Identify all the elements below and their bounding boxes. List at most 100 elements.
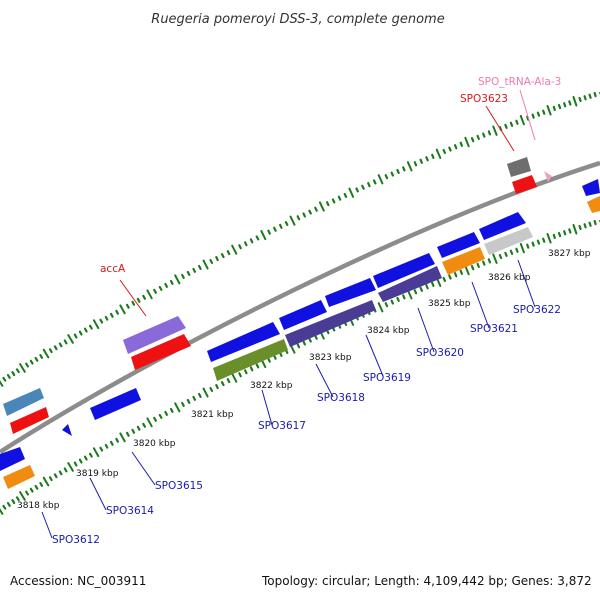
topology-footer: Topology: circular; Length: 4,109,442 bp… (262, 574, 592, 588)
major-tick (0, 508, 4, 515)
gene-label-spo3617[interactable]: SPO3617 (258, 420, 306, 432)
gene-arrow-olive[interactable] (213, 339, 288, 381)
gene-arrow-blue[interactable] (582, 179, 600, 196)
minor-tick (99, 318, 104, 324)
gene-arrow-red[interactable] (10, 407, 49, 434)
gene-label-spo3620[interactable]: SPO3620 (416, 347, 464, 359)
minor-tick (531, 113, 535, 119)
minor-tick (39, 482, 44, 487)
minor-tick (552, 105, 556, 112)
minor-tick (198, 392, 202, 398)
gene-label-acca[interactable]: accA (100, 263, 126, 275)
gene-arrow-blue[interactable] (0, 447, 25, 471)
minor-tick (402, 294, 406, 300)
gene-arrow-blue[interactable] (437, 232, 480, 258)
minor-tick (6, 374, 11, 379)
minor-tick (509, 249, 514, 255)
minor-tick (583, 223, 587, 229)
minor-tick (131, 428, 136, 434)
major-tick (174, 402, 181, 413)
gene-arrow-blue[interactable] (479, 212, 526, 240)
minor-tick (476, 134, 480, 140)
gene-arrow-lightgrey[interactable] (484, 227, 533, 255)
minor-tick (226, 378, 231, 384)
gene-arrow-orange[interactable] (3, 465, 35, 489)
minor-tick (442, 148, 446, 154)
minor-tick (568, 228, 572, 234)
trna-arrow-pink[interactable] (544, 171, 552, 182)
minor-tick (83, 327, 88, 333)
gene-arrow-blue[interactable] (207, 322, 280, 362)
major-tick (0, 380, 4, 387)
kbp-scale: 3818 kbp 3819 kbp 3820 kbp 3821 kbp 3822… (17, 249, 591, 511)
gene-arrow-steel[interactable] (3, 388, 44, 416)
minor-tick (73, 461, 78, 467)
gene-arrow-blue[interactable] (325, 278, 376, 307)
gene-arrow-grey[interactable] (507, 157, 531, 177)
major-tick (348, 187, 355, 198)
minor-tick (557, 231, 562, 238)
major-tick (519, 114, 525, 126)
gene-label-spo3618[interactable]: SPO3618 (317, 392, 365, 404)
gene-label-spo3612[interactable]: SPO3612 (52, 534, 100, 546)
minor-tick (220, 253, 225, 259)
gene-arrow-darkpurple[interactable] (285, 300, 376, 347)
minor-tick (487, 130, 492, 136)
minor-tick (367, 182, 371, 188)
minor-tick (115, 309, 120, 315)
gene-arrow-orange[interactable] (587, 196, 600, 213)
major-tick (19, 491, 26, 501)
major-tick (546, 105, 552, 116)
gene-label-spo3622[interactable]: SPO3622 (513, 304, 561, 316)
minor-tick (238, 372, 242, 378)
leader-lines (41, 89, 536, 539)
gene-arrow-blue[interactable] (279, 300, 327, 330)
minor-tick (279, 351, 283, 357)
gene-label-spo3614[interactable]: SPO3614 (106, 505, 154, 517)
minor-tick (15, 496, 20, 502)
gene-arrow-blue-small[interactable] (62, 424, 72, 436)
minor-tick (158, 285, 163, 291)
gene-arrow-blue[interactable] (373, 253, 435, 288)
gene-arrow-purple-acca[interactable] (123, 316, 186, 354)
major-tick (202, 259, 209, 270)
minor-tick (88, 324, 93, 330)
minor-tick (63, 467, 68, 473)
minor-tick (419, 286, 423, 292)
minor-tick (536, 239, 541, 245)
gene-label-spo3615[interactable]: SPO3615 (155, 480, 203, 492)
minor-tick (487, 258, 492, 264)
gene-arrow-blue[interactable] (90, 388, 141, 420)
minor-tick (425, 156, 429, 162)
genome-backbone (0, 160, 600, 454)
gene-label-spo3621[interactable]: SPO3621 (470, 323, 518, 335)
gene-label-spo3623[interactable]: SPO3623 (460, 93, 508, 105)
minor-tick (396, 296, 400, 302)
gene-label-spo3619[interactable]: SPO3619 (363, 372, 411, 384)
minor-tick (384, 302, 389, 308)
kbp-label: 3822 kbp (250, 381, 293, 391)
minor-tick (109, 312, 114, 318)
minor-tick (431, 281, 435, 287)
minor-tick (153, 288, 157, 294)
minor-tick (588, 221, 592, 227)
minor-tick (302, 340, 306, 346)
gene-arrow-red[interactable] (512, 175, 537, 194)
gene-arrow-red[interactable] (131, 334, 191, 370)
minor-tick (169, 407, 174, 413)
major-tick (572, 96, 578, 107)
minor-tick (11, 371, 16, 377)
minor-tick (413, 289, 418, 295)
major-tick (492, 125, 498, 136)
gene-label-trna-ala-3[interactable]: SPO_tRNA-Ala-3 (478, 76, 561, 88)
minor-tick (453, 144, 458, 150)
minor-tick (142, 422, 146, 428)
major-tick (435, 148, 442, 159)
gene-arrow-darkpurple[interactable] (378, 266, 442, 302)
major-tick (377, 302, 384, 313)
minor-tick (78, 458, 83, 464)
gene-arrow-orange[interactable] (442, 247, 485, 275)
minor-tick (39, 354, 44, 359)
minor-tick (58, 470, 63, 476)
